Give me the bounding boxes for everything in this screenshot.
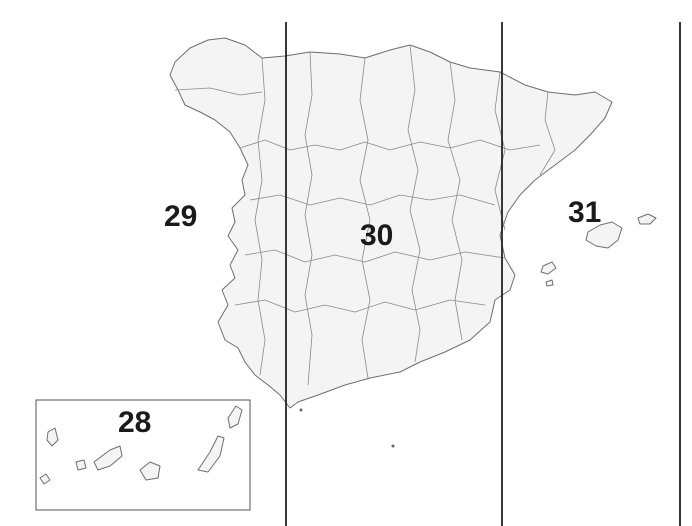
inset-frame [35,399,251,511]
balearic-islands [540,213,657,287]
la-gomera [75,459,87,471]
zone-label-30: 30 [360,219,393,252]
zone-label-28: 28 [118,406,151,439]
la-palma [46,427,59,447]
lanzarote [227,405,243,429]
mallorca [585,221,623,249]
fuerteventura [197,435,225,473]
islet-dot [391,444,395,448]
canary-islands-inset [35,399,251,511]
el-hierro [39,473,51,485]
menorca [637,213,657,225]
islet-dot [299,408,303,412]
ibiza [540,261,557,275]
zone-label-31: 31 [568,196,601,229]
gran-canaria [139,461,161,481]
tenerife [93,445,123,471]
formentera [545,279,554,287]
zone-label-29: 29 [164,200,197,233]
province-borders [174,44,556,386]
